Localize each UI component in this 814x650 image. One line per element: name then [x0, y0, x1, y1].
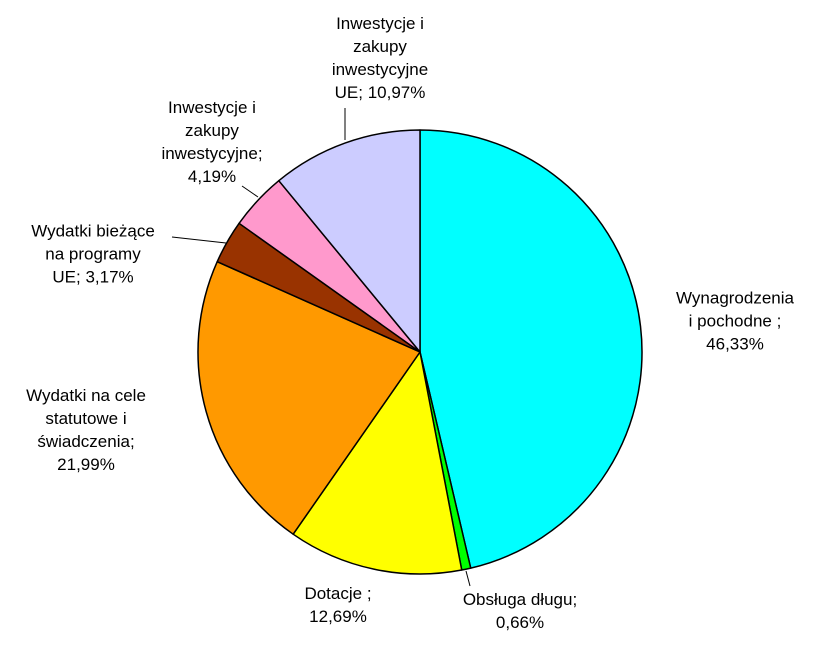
slice-label: Inwestycje i zakupy inwestycyjne UE; 10,…: [332, 12, 428, 104]
value-label: 12,69%: [309, 607, 367, 626]
value-label: 0,66%: [495, 613, 545, 632]
value-label: 10,97%: [367, 83, 426, 102]
slice-label: Wydatki bieżące na programy UE; 3,17%: [31, 220, 155, 289]
category: Inwestycje i zakupy inwestycyjne;: [161, 98, 263, 163]
leader-line: [241, 185, 259, 198]
leader-line: [465, 570, 471, 587]
category: Wydatki bieżące na programy UE;: [31, 221, 155, 287]
category: Wynagrodzenia i pochodne ;: [676, 288, 794, 331]
pie-slice: [197, 260, 421, 535]
slice-label: Inwestycje i zakupy inwestycyjne; 4,19%: [161, 96, 262, 188]
category: Wydatki na cele statutowe i świadczenia;: [26, 386, 146, 451]
slice-label: Wynagrodzenia i pochodne ; 46,33%: [676, 287, 794, 356]
value-label: 3,17%: [85, 267, 134, 287]
slice-label: Obsługa długu; 0,66%: [463, 588, 577, 634]
leader-line: [171, 236, 227, 244]
slice-label: Wydatki na cele statutowe i świadczenia;…: [26, 384, 146, 476]
pie-slice: [278, 129, 421, 353]
value-label: 46,33%: [706, 334, 764, 354]
value-label: 4,19%: [187, 167, 237, 186]
pie-slice: [292, 351, 463, 575]
category: Obsługa długu;: [462, 590, 578, 609]
category: Dotacje ;: [304, 584, 372, 603]
value-label: 21,99%: [57, 455, 115, 474]
category: Inwestycje i zakupy inwestycyjne UE;: [331, 14, 429, 102]
pie-slice: [419, 129, 643, 569]
slice-label: Dotacje ; 12,69%: [304, 582, 371, 628]
